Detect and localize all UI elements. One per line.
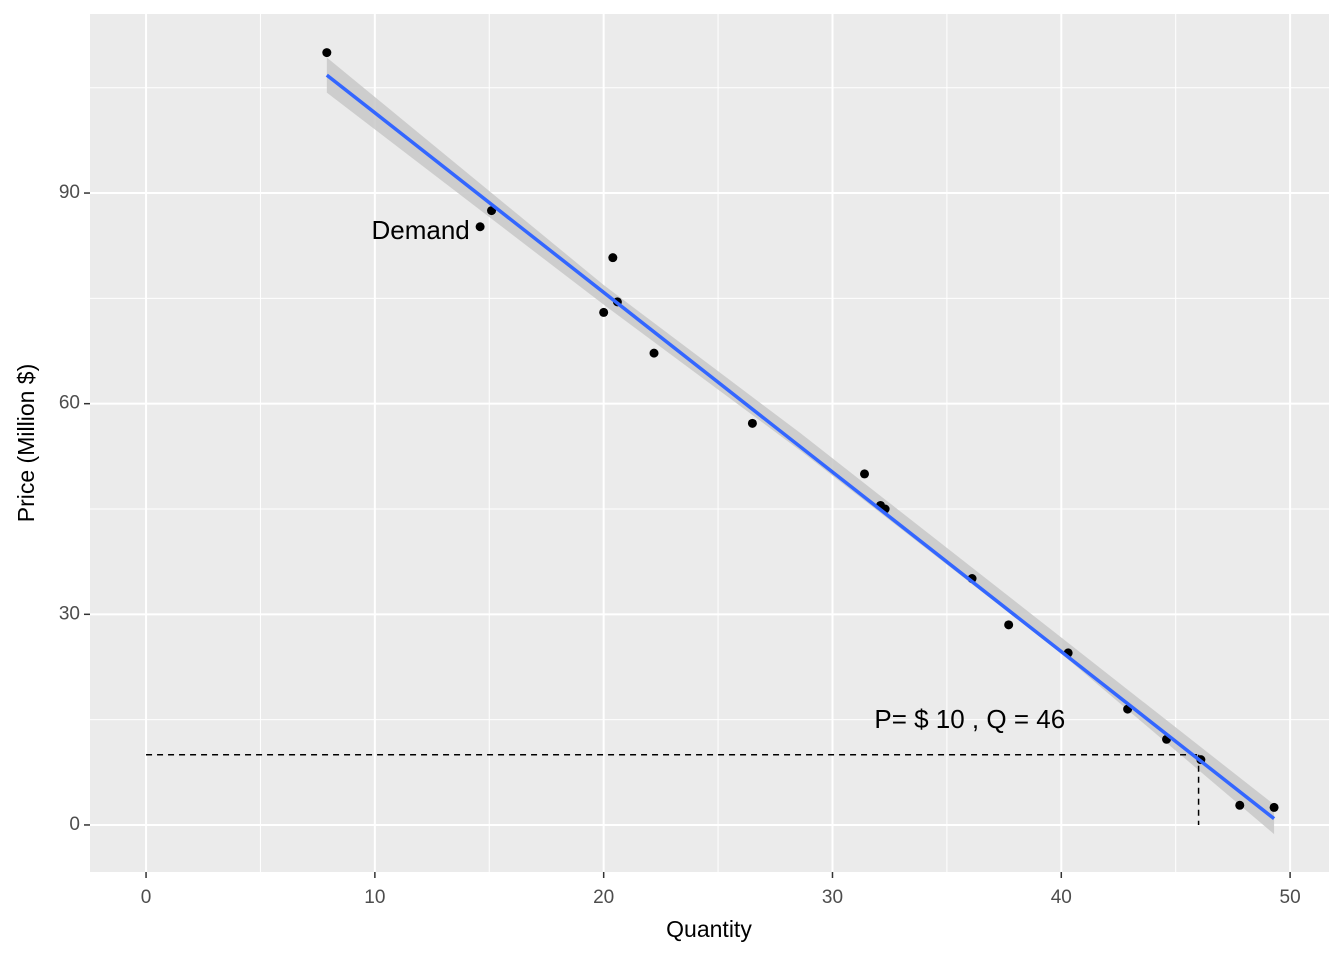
point	[599, 307, 609, 317]
fit-line	[325, 73, 1276, 821]
y-tick-label: 0	[69, 814, 80, 835]
x-tick-label: 10	[364, 887, 385, 908]
x-tick-label: 20	[593, 887, 614, 908]
annotation: Demand	[371, 215, 469, 245]
point	[475, 222, 485, 232]
panel	[90, 14, 1329, 872]
x-axis-title: Quantity	[666, 916, 752, 942]
y-tick-label: 60	[59, 393, 80, 414]
point	[1004, 620, 1014, 630]
x-tick-label: 50	[1280, 887, 1301, 908]
point	[1269, 802, 1279, 812]
point	[649, 348, 659, 358]
x-tick-label: 30	[822, 887, 843, 908]
x-tick-label: 40	[1051, 887, 1072, 908]
y-tick-label: 30	[59, 603, 80, 624]
point	[860, 469, 870, 479]
point	[608, 253, 618, 263]
point	[747, 418, 757, 428]
point	[322, 48, 332, 58]
x-tick-label: 0	[141, 887, 152, 908]
y-tick-label: 90	[59, 182, 80, 203]
y-axis-title: Price (Million $)	[13, 364, 39, 522]
annotation: P= $ 10 , Q = 46	[874, 704, 1065, 734]
point	[1235, 800, 1245, 810]
